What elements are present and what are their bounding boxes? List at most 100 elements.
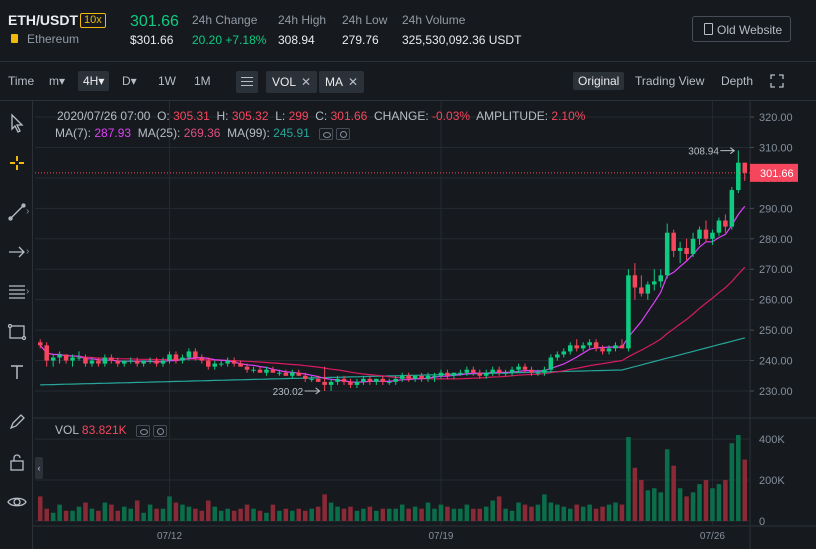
old-website-label: Old Website [717, 23, 783, 37]
fib-tool[interactable] [0, 277, 33, 307]
chart-area[interactable]: 320.00310.00300.00290.00280.00270.00260.… [33, 101, 816, 549]
rectangle-tool[interactable] [0, 317, 33, 347]
market-header: ETH/USDT 10x Ethereum 301.66 $301.66 24h… [0, 0, 816, 62]
candle-body [206, 360, 211, 367]
eye-icon[interactable] [135, 424, 150, 437]
volume-bar [677, 488, 683, 521]
low-marker-arrow [304, 387, 321, 395]
candle-body [471, 369, 476, 373]
old-website-button[interactable]: Old Website [692, 16, 791, 42]
low-value: 279.76 [342, 33, 379, 47]
drawing-toolbar: › › › [0, 101, 33, 549]
cursor-tool[interactable] [0, 108, 33, 138]
lock-tool[interactable] [0, 447, 33, 477]
y-tick-label: 240.00 [759, 356, 793, 368]
month-button[interactable]: 1M [194, 74, 211, 88]
rectangle-icon [7, 323, 26, 341]
chevron-right-icon[interactable]: › [26, 246, 30, 257]
candle-body [516, 366, 521, 370]
candle-body [264, 369, 269, 373]
volume-bar [399, 504, 405, 521]
ma99-line [40, 337, 745, 386]
candle-body [251, 369, 256, 371]
chevron-right-icon[interactable]: › [26, 206, 30, 217]
collapse-toolbar-button[interactable]: ‹ [35, 457, 43, 479]
candlestick-chart[interactable]: 320.00310.00300.00290.00280.00270.00260.… [33, 101, 816, 549]
coin-name: Ethereum [27, 32, 80, 46]
y-tick-label: 250.00 [759, 325, 793, 337]
trendline-tool[interactable] [0, 197, 33, 227]
vol-indicator-chip[interactable]: VOL ✕ [266, 71, 318, 93]
high-value: 308.94 [278, 33, 315, 47]
candle-body [742, 162, 748, 173]
candle-body [193, 351, 198, 358]
view-original-tab[interactable]: Original [573, 72, 625, 90]
candle-body [147, 360, 153, 362]
ma-indicator-chip[interactable]: MA ✕ [319, 71, 365, 93]
volume-bar [561, 506, 567, 521]
gear-icon[interactable] [152, 424, 167, 437]
candle-body [703, 229, 709, 239]
candle-body [218, 363, 224, 365]
cursor-icon [10, 113, 24, 133]
volume-bar [645, 490, 651, 521]
candle-body [632, 275, 638, 288]
view-depth-tab[interactable]: Depth [721, 74, 754, 88]
volume-label: 24h Volume [402, 13, 466, 27]
volume-bar [496, 496, 502, 521]
close-icon[interactable]: ✕ [301, 75, 312, 89]
candle-body [37, 342, 43, 346]
vol-tick-label: 200K [759, 475, 785, 487]
candle-body [535, 372, 541, 374]
candle-body [96, 360, 101, 364]
volume-bar [270, 504, 276, 521]
candle-body [134, 360, 140, 364]
candle-body [167, 354, 172, 361]
close-icon[interactable]: ✕ [348, 75, 359, 89]
candle-body [548, 357, 554, 370]
pair-name[interactable]: ETH/USDT [8, 12, 78, 28]
indicator-settings-icon[interactable] [236, 71, 258, 93]
ma25-line [39, 266, 746, 380]
volume-bar [438, 504, 444, 521]
candle-body [89, 360, 95, 364]
brush-tool[interactable] [0, 407, 33, 437]
candle-body [555, 354, 560, 358]
candle-body [109, 357, 114, 361]
view-tradingview-tab[interactable]: Trading View [635, 74, 705, 88]
interval-4h-dropdown[interactable]: 4H▾ [78, 71, 110, 91]
eye-icon[interactable] [319, 127, 334, 140]
volume-bar [574, 504, 579, 521]
candle-body [483, 372, 489, 376]
volume-bar [522, 504, 528, 521]
fullscreen-icon[interactable] [770, 74, 784, 88]
gear-icon[interactable] [336, 127, 351, 140]
y-tick-label: 290.00 [759, 203, 793, 215]
y-tick-label: 270.00 [759, 264, 793, 276]
text-tool[interactable] [0, 357, 33, 387]
volume-bar [70, 510, 75, 521]
high-label: 24h High [278, 13, 327, 27]
ma-chip-label: MA [325, 75, 343, 89]
candle-body [399, 375, 405, 379]
candle-body [684, 247, 689, 254]
arrow-tool[interactable] [0, 237, 33, 267]
candle-body [102, 357, 108, 364]
candle-body [380, 378, 386, 382]
candle-body [664, 232, 670, 276]
volume-bar [109, 504, 114, 521]
crosshair-tool[interactable] [0, 148, 33, 178]
visibility-tool[interactable] [0, 487, 33, 517]
candle-body [658, 275, 664, 282]
candle-body [322, 381, 327, 385]
minute-dropdown[interactable]: m▾ [49, 74, 66, 88]
pencil-icon [9, 414, 25, 430]
chevron-right-icon[interactable]: › [26, 286, 30, 297]
day-dropdown[interactable]: D▾ [122, 74, 137, 88]
volume-bar [89, 508, 95, 521]
candle-body [671, 232, 676, 251]
week-button[interactable]: 1W [158, 74, 176, 88]
fibonacci-icon [8, 285, 25, 299]
volume-value: 325,530,092.36 USDT [402, 33, 522, 47]
candle-body [645, 284, 651, 294]
